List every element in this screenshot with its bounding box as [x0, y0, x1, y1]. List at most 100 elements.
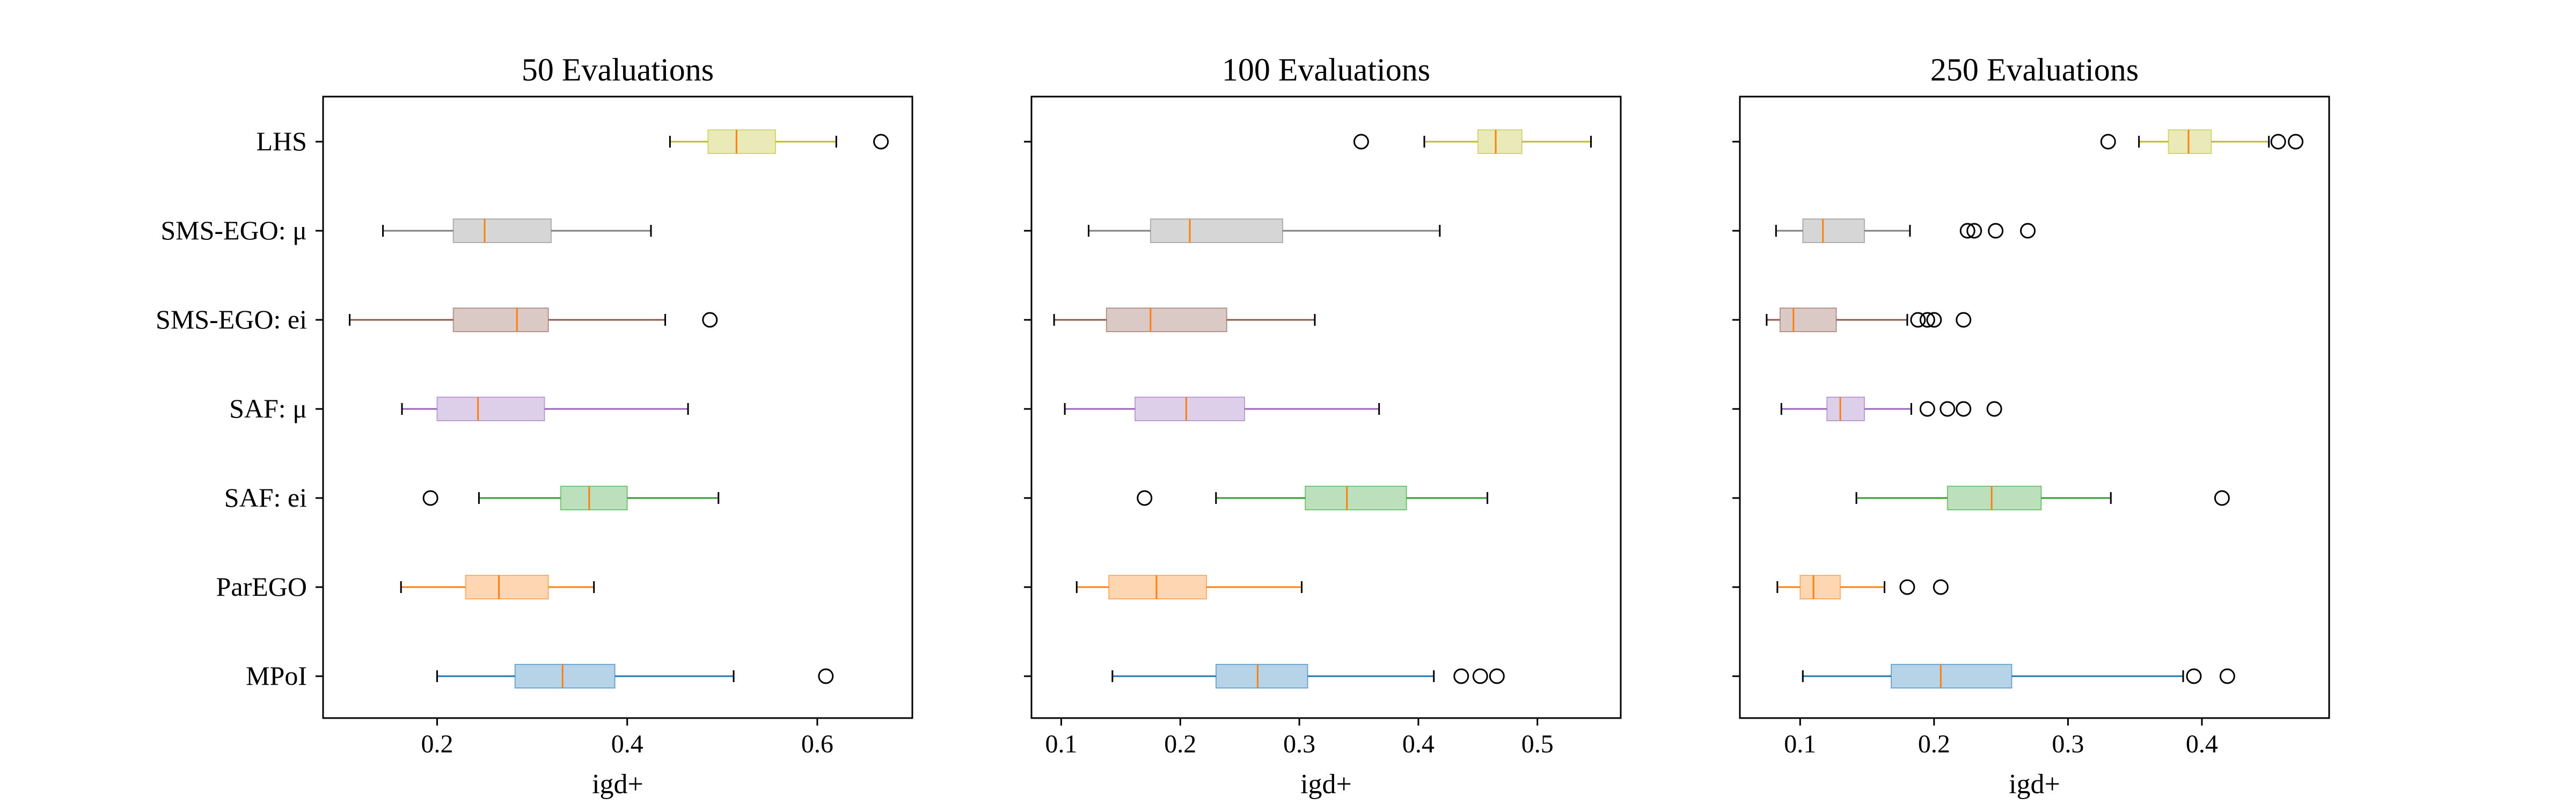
category-label: MPoI [246, 661, 307, 691]
flier-point [1986, 401, 2002, 417]
flier-point [1956, 401, 1972, 417]
flier-point [1919, 401, 1935, 417]
flier-point [2288, 134, 2304, 150]
panel-1-xlabel: igd+ [592, 769, 643, 800]
flier-point [2100, 134, 2116, 150]
panel-2-xlabel: igd+ [1300, 769, 1352, 800]
box-iqr [1826, 397, 1865, 421]
flier-point [1899, 579, 1915, 595]
panel-1-box-sms-ego- [382, 218, 652, 243]
panel-2-box-mpoi [1111, 664, 1505, 689]
panel-3-box-mpoi [1802, 664, 2235, 689]
panel-2: 100 Evaluations igd+ 0.1 0.2 0.3 0.4 0.5 [1024, 52, 1622, 800]
flier-point [1137, 490, 1153, 506]
flier-point [818, 668, 834, 684]
flier-point [2270, 134, 2286, 150]
flier-point [1933, 579, 1949, 595]
box-iqr [560, 486, 628, 510]
panel-2-xtick-label: 0.3 [1283, 730, 1315, 758]
panel-2-axes-frame [1030, 96, 1622, 719]
panel-2-box-saf-ei [1137, 486, 1489, 510]
box-iqr [465, 575, 549, 599]
category-label: SAF: ei [224, 482, 307, 513]
panel-3-box-lhs [2100, 129, 2304, 154]
flier-point [1959, 223, 1975, 239]
flier-point [1489, 668, 1505, 684]
flier-point [2214, 490, 2230, 506]
category-label: SMS-EGO: μ [160, 215, 307, 245]
flier-point [1919, 312, 1935, 328]
panel-1-box-lhs [669, 129, 889, 154]
panel-1-xtick-label: 0.2 [421, 730, 453, 758]
box-iqr [514, 664, 616, 689]
box-iqr [1946, 486, 2042, 510]
panel-1-box-saf-ei [422, 486, 720, 510]
panel-2-box-parego [1075, 575, 1303, 599]
panel-2-xtick-label: 0.5 [1521, 730, 1554, 758]
box-iqr [1802, 218, 1865, 243]
flier-point [2020, 223, 2036, 239]
panel-1-box-parego [400, 575, 595, 599]
panel-3-axes-frame [1739, 96, 2330, 719]
panel-3-box-sms-ego-ei [1766, 308, 1972, 332]
box-iqr [1108, 575, 1208, 599]
panel-3-xtick-label: 0.2 [1918, 730, 1950, 758]
panel-3-xtick-label: 0.4 [2186, 730, 2218, 758]
panel-3-box-parego [1776, 575, 1949, 599]
box-iqr [1150, 218, 1284, 243]
box-iqr [1799, 575, 1841, 599]
category-label: SMS-EGO: ei [156, 304, 307, 334]
panel-3-box-saf- [1780, 397, 2002, 421]
panel-1-title: 50 Evaluations [522, 52, 714, 87]
category-label: ParEGO [216, 572, 307, 602]
flier-point [1940, 401, 1956, 417]
box-iqr [1106, 308, 1227, 332]
panel-2-xtick-label: 0.1 [1045, 730, 1077, 758]
flier-point [873, 134, 889, 150]
flier-point [2219, 668, 2235, 684]
flier-point [2186, 668, 2202, 684]
panel-2-xtick-label: 0.4 [1402, 730, 1435, 758]
panel-1-box-sms-ego-ei [349, 308, 718, 332]
box-iqr [436, 397, 545, 421]
flier-point [702, 312, 718, 328]
panel-3-xlabel: igd+ [2009, 769, 2060, 800]
panel-2-box-sms-ego- [1087, 218, 1441, 243]
panel-1-xtick-label: 0.4 [611, 730, 643, 758]
panel-2-title: 100 Evaluations [1222, 52, 1430, 87]
panel-1-box-mpoi [436, 664, 834, 689]
panel-3-title: 250 Evaluations [1930, 52, 2139, 87]
category-label: LHS [257, 126, 307, 156]
panel-2-box-sms-ego-ei [1053, 308, 1316, 332]
panel-1-box-saf- [401, 397, 689, 421]
box-iqr [2168, 129, 2212, 154]
panel-3-box-sms-ego- [1775, 218, 2036, 243]
flier-point [1988, 223, 2004, 239]
box-iqr [1779, 308, 1837, 332]
flier-point [1910, 312, 1926, 328]
panel-3-xtick-label: 0.3 [2052, 730, 2084, 758]
panel-3-box-saf-ei [1855, 486, 2230, 510]
flier-point [1472, 668, 1488, 684]
box-iqr [452, 308, 549, 332]
panel-1: 50 Evaluations igd+ 0.2 0.4 0.6 MPoI ParEGO SAF… [156, 52, 913, 800]
category-label: SAF: μ [229, 393, 307, 423]
flier-point [422, 490, 438, 506]
flier-point [1353, 134, 1369, 150]
panel-2-box-lhs [1353, 129, 1592, 154]
flier-point [1453, 668, 1469, 684]
box-iqr [1890, 664, 2012, 689]
panel-2-xtick-label: 0.2 [1164, 730, 1196, 758]
flier-point [1926, 312, 1942, 328]
panel-1-xtick-label: 0.6 [801, 730, 833, 758]
box-iqr [707, 129, 776, 154]
box-iqr [1134, 397, 1246, 421]
box-iqr [452, 218, 552, 243]
panel-3-xtick-label: 0.1 [1784, 730, 1816, 758]
flier-point [1956, 312, 1972, 328]
panel-1-axes-frame [322, 96, 913, 719]
panel-2-box-saf- [1064, 397, 1380, 421]
box-iqr [1215, 664, 1308, 689]
flier-point [1966, 223, 1982, 239]
